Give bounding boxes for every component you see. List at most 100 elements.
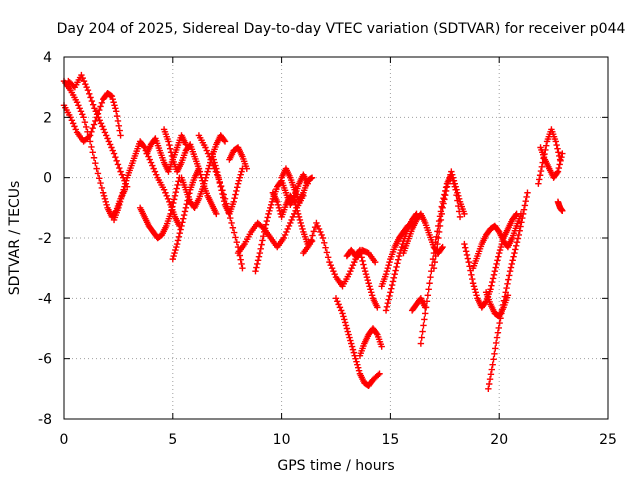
- data-point: [76, 105, 83, 112]
- data-point: [559, 150, 566, 157]
- data-point: [346, 334, 353, 341]
- x-tick-label: 15: [381, 432, 399, 448]
- data-point: [469, 275, 476, 283]
- data-series-track-12: [226, 144, 250, 172]
- data-point: [170, 196, 178, 203]
- axis-ticks: 0 5 10 15 20 25 -8 -6 -4 -2 0 2 4: [38, 50, 617, 448]
- data-point: [435, 234, 442, 242]
- data-point: [108, 144, 115, 151]
- data-point: [426, 280, 433, 287]
- data-point: [213, 169, 221, 176]
- data-point: [117, 195, 125, 202]
- data-point: [348, 264, 355, 272]
- data-point: [439, 204, 446, 212]
- data-point: [491, 350, 498, 358]
- data-point: [96, 175, 103, 182]
- data-point: [310, 228, 318, 235]
- data-point: [202, 174, 210, 181]
- data-point: [393, 263, 400, 271]
- data-point: [454, 189, 461, 196]
- data-point: [257, 245, 264, 253]
- data-point: [368, 292, 376, 299]
- data-point: [491, 267, 499, 275]
- data-point: [390, 274, 398, 282]
- data-point: [391, 271, 398, 278]
- data-point: [118, 192, 126, 199]
- data-point: [448, 168, 455, 175]
- data-point: [360, 261, 367, 268]
- data-point: [449, 174, 457, 181]
- data-point: [371, 258, 379, 266]
- data-point: [504, 280, 511, 288]
- data-point: [82, 123, 90, 131]
- data-point: [384, 264, 391, 272]
- data-point: [463, 251, 471, 259]
- data-point: [309, 232, 316, 239]
- data-point: [230, 198, 237, 205]
- data-point: [95, 114, 102, 121]
- data-point: [398, 243, 405, 251]
- data-point: [318, 231, 325, 239]
- data-point: [488, 282, 495, 289]
- data-point: [253, 264, 260, 271]
- data-point: [522, 197, 529, 205]
- data-point: [444, 180, 452, 187]
- data-point: [538, 163, 546, 171]
- data-series-track-33: [554, 198, 566, 215]
- data-point: [299, 225, 306, 233]
- data-point: [514, 235, 522, 242]
- data-point: [468, 271, 475, 279]
- data-point: [96, 106, 103, 114]
- data-point: [516, 227, 523, 234]
- data-point: [275, 204, 283, 212]
- y-tick-label: -6: [38, 352, 52, 368]
- data-point: [103, 201, 110, 209]
- data-point: [100, 126, 107, 133]
- data-point: [308, 174, 316, 181]
- data-point: [385, 261, 392, 269]
- data-point: [464, 255, 472, 262]
- data-point: [552, 138, 559, 145]
- data-point: [212, 162, 219, 169]
- data-point: [455, 195, 463, 202]
- data-point: [364, 277, 371, 284]
- data-point: [336, 304, 344, 311]
- data-point: [175, 178, 182, 185]
- data-point: [448, 171, 456, 178]
- data-point: [375, 371, 382, 379]
- data-point: [376, 370, 383, 377]
- data-series-track-16: [278, 165, 316, 205]
- data-point: [327, 261, 334, 269]
- data-point: [116, 164, 123, 172]
- data-point: [101, 129, 109, 136]
- data-point: [436, 222, 444, 230]
- data-point: [146, 156, 153, 163]
- data-point: [493, 260, 500, 268]
- data-point: [169, 255, 176, 263]
- data-point: [450, 177, 458, 184]
- data-point: [221, 138, 229, 145]
- data-point: [147, 159, 155, 166]
- data-point: [515, 231, 522, 239]
- y-tick-label: 2: [43, 110, 52, 126]
- data-point: [281, 231, 289, 239]
- data-point: [348, 343, 356, 350]
- data-point: [69, 120, 77, 127]
- data-point: [451, 180, 459, 187]
- data-point: [75, 102, 82, 109]
- data-point: [98, 99, 106, 107]
- data-point: [306, 240, 314, 248]
- y-tick-label: -4: [38, 291, 52, 307]
- data-point: [555, 164, 563, 172]
- data-point: [111, 102, 118, 109]
- x-axis-label: GPS time / hours: [277, 458, 394, 474]
- data-point: [81, 118, 89, 126]
- data-point: [200, 183, 207, 190]
- data-point: [274, 201, 282, 209]
- data-point: [353, 358, 360, 365]
- data-point: [382, 307, 390, 314]
- data-point: [335, 301, 342, 308]
- data-point: [536, 172, 544, 179]
- data-point: [88, 143, 95, 151]
- data-point: [118, 171, 126, 178]
